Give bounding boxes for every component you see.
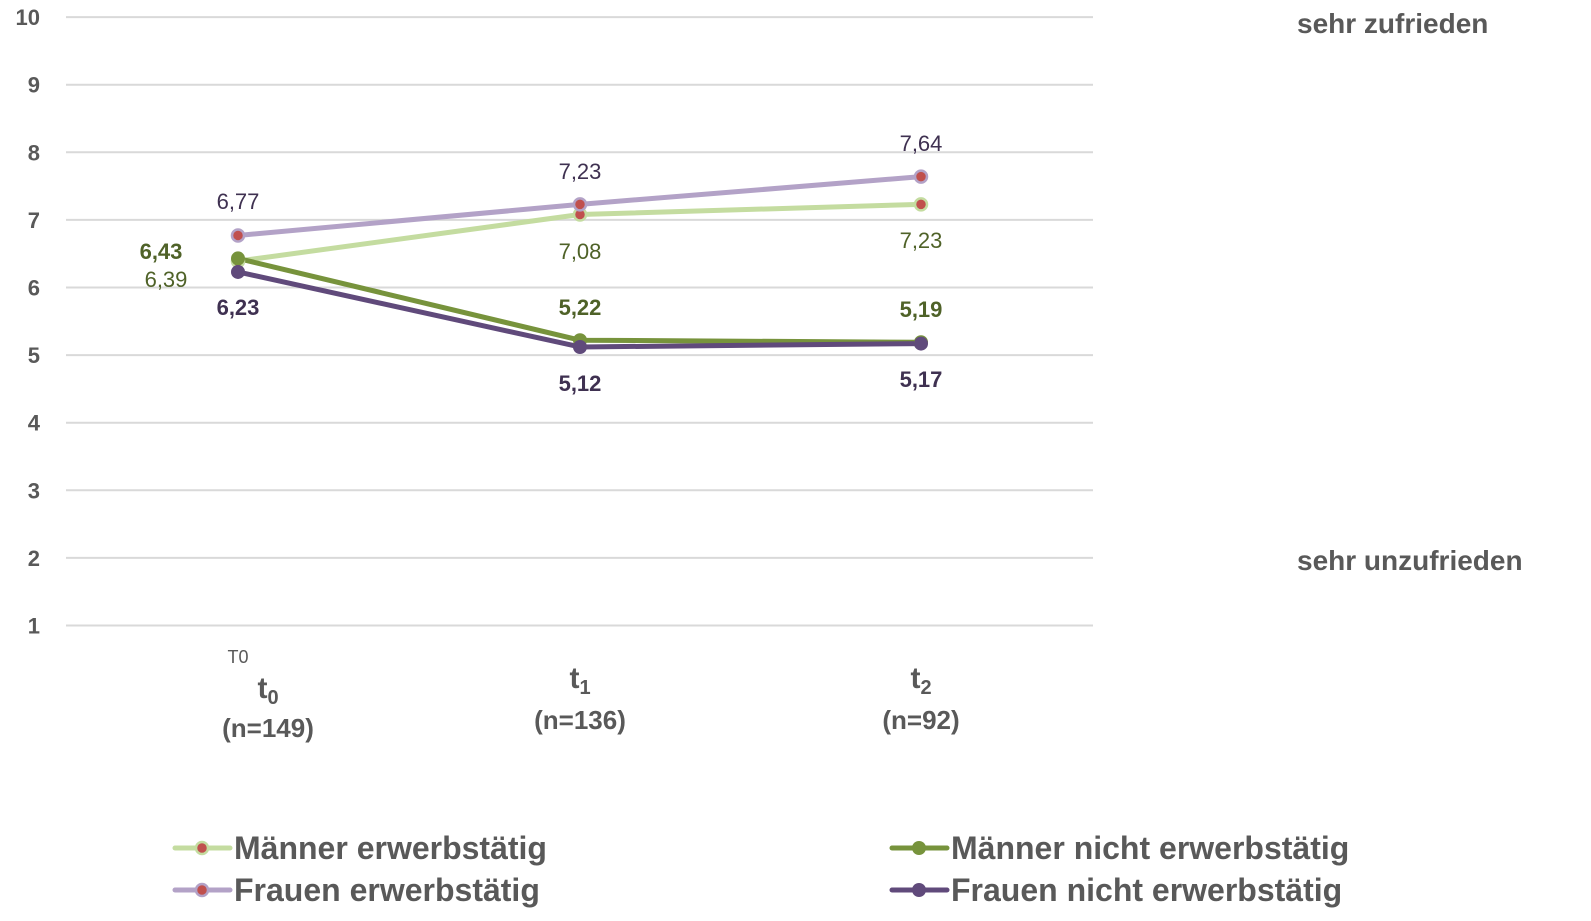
marker-s1-p2: [913, 169, 929, 184]
y-tick-label-2: 2: [28, 546, 40, 571]
x-tick-main-2: t: [910, 662, 920, 695]
marker-s3-p1: [573, 339, 587, 354]
data-label-s2-p1: 5,22: [559, 295, 602, 320]
stray-axis-label: T0: [227, 647, 248, 667]
y-tick-label-4: 4: [28, 411, 41, 436]
data-labels: 6,39 7,08 7,23 6,77 7,23 7,64 6,43 5,22 5,19 6,23…: [140, 131, 943, 396]
x-tick-main-0: t: [257, 672, 267, 705]
legend: Männer erwerbstätig Frauen erwerbstätig Mä…: [172, 830, 1349, 908]
y-tick-label-5: 5: [28, 343, 40, 368]
data-label-s0-p1: 7,08: [559, 239, 602, 264]
marker-s1-p0: [230, 228, 246, 243]
y-tick-label-6: 6: [28, 276, 40, 301]
marker-s0-p2: [913, 197, 929, 212]
legend-marker-2: [912, 841, 926, 855]
data-label-s0-p0: 6,39: [145, 267, 188, 292]
x-tick-subscript-0: 0: [267, 687, 278, 709]
y-axis-ticks: 1 2 3 4 5 6 7 8 9 10: [16, 5, 41, 638]
data-label-s2-p2: 5,19: [900, 297, 943, 322]
legend-label-1: Frauen erwerbstätig: [234, 872, 540, 908]
data-label-s1-p1: 7,23: [559, 159, 602, 184]
data-label-s0-p2: 7,23: [900, 228, 943, 253]
x-axis-labels: t0(n=149)t1(n=136)t2(n=92)T0: [222, 647, 960, 743]
data-label-s3-p2: 5,17: [900, 367, 943, 392]
annotation-very-satisfied: sehr zufrieden: [1297, 8, 1488, 39]
data-label-s2-p0: 6,43: [140, 239, 183, 264]
legend-label-3: Frauen nicht erwerbstätig: [951, 872, 1342, 908]
x-tick-n-1: (n=136): [534, 705, 626, 735]
data-label-s3-p0: 6,23: [217, 295, 260, 320]
x-tick-n-0: (n=149): [222, 713, 314, 743]
data-label-s1-p0: 6,77: [217, 189, 260, 214]
x-tick-subscript-2: 2: [920, 677, 931, 699]
marker-s3-p0: [231, 264, 245, 279]
series-markers: [230, 169, 929, 354]
x-tick-subscript-1: 1: [579, 677, 590, 699]
data-label-s1-p2: 7,64: [900, 131, 943, 156]
legend-marker-1: [194, 882, 210, 898]
x-tick-n-2: (n=92): [882, 705, 959, 735]
marker-s2-p0: [231, 251, 245, 266]
scale-annotations: sehr zufrieden sehr unzufrieden: [1297, 8, 1523, 576]
legend-label-2: Männer nicht erwerbstätig: [951, 830, 1349, 866]
y-tick-label-10: 10: [16, 5, 40, 30]
legend-marker-0: [194, 840, 210, 856]
y-tick-label-9: 9: [28, 73, 40, 98]
annotation-very-unsatisfied: sehr unzufrieden: [1297, 545, 1523, 576]
y-tick-label-7: 7: [28, 208, 40, 233]
x-tick-label-0: t0: [257, 672, 278, 709]
marker-s3-p2: [914, 336, 928, 351]
y-tick-label-8: 8: [28, 140, 40, 165]
x-tick-label-2: t2: [910, 662, 931, 699]
marker-s1-p1: [572, 197, 588, 212]
x-tick-main-1: t: [569, 662, 579, 695]
gridlines: [66, 16, 1093, 627]
y-tick-label-1: 1: [28, 614, 40, 639]
legend-label-0: Männer erwerbstätig: [234, 830, 547, 866]
y-tick-label-3: 3: [28, 478, 40, 503]
x-tick-label-1: t1: [569, 662, 590, 699]
data-label-s3-p1: 5,12: [559, 371, 602, 396]
legend-marker-3: [912, 883, 926, 897]
